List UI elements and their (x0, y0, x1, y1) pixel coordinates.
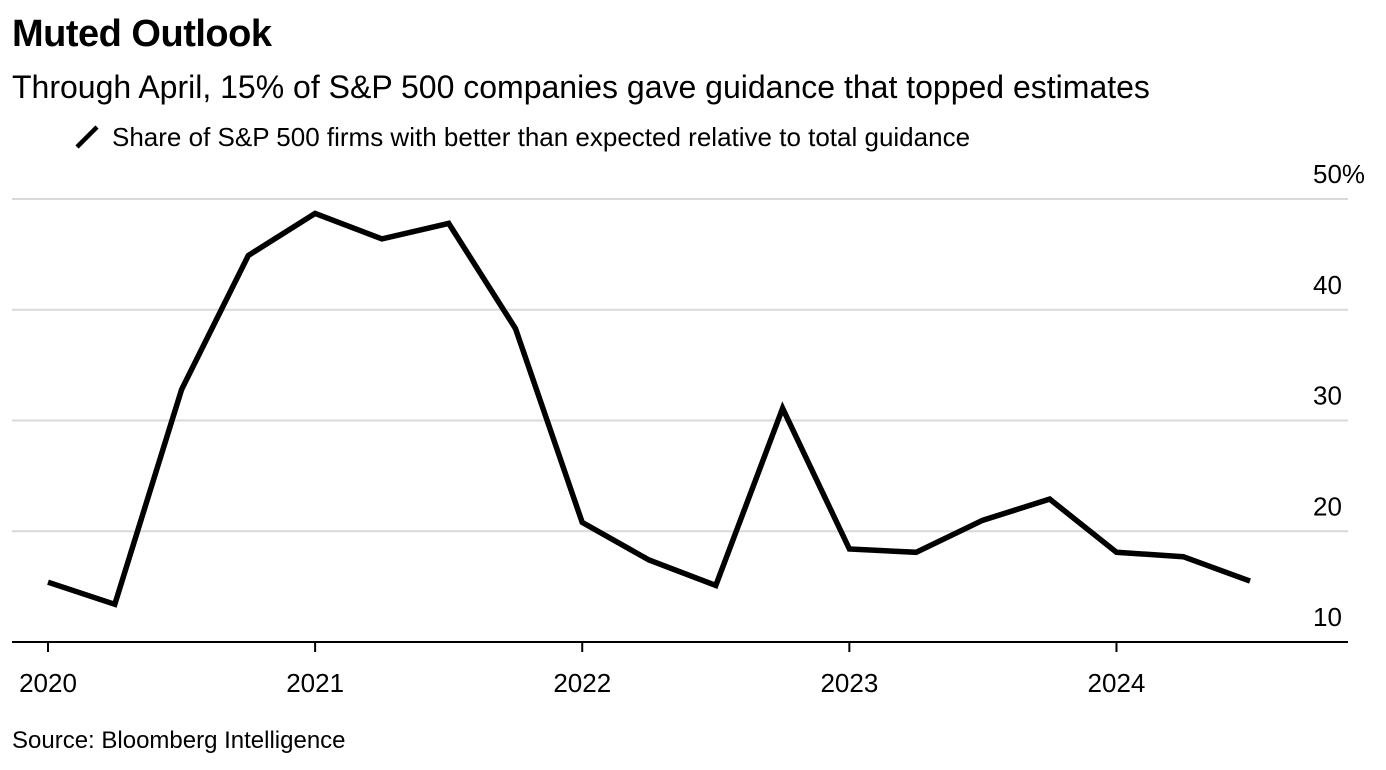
legend-line-icon (75, 125, 99, 149)
source-note: Source: Bloomberg Intelligence (12, 727, 346, 754)
y-tick-label: 40 (1313, 270, 1342, 300)
legend-label: Share of S&P 500 firms with better than … (112, 122, 971, 152)
series-line (47, 210, 1251, 608)
y-tick-label: 30 (1313, 381, 1342, 411)
chart-subtitle: Through April, 15% of S&P 500 companies … (12, 69, 1150, 105)
y-tick-label: 10 (1313, 602, 1342, 632)
y-tick-label: 20 (1313, 491, 1342, 521)
line-chart: 10 20 30 40 50% 2020 2021 2022 2023 2024 (12, 159, 1365, 698)
legend: Share of S&P 500 firms with better than … (74, 120, 970, 154)
x-tick-label: 2024 (1088, 668, 1146, 698)
y-tick-label: 50% (1313, 159, 1365, 189)
x-tick-label: 2023 (820, 668, 878, 698)
x-tick-label: 2021 (286, 668, 344, 698)
x-tick-label: 2020 (19, 668, 77, 698)
chart-title: Muted Outlook (12, 13, 272, 55)
x-tick-label: 2022 (553, 668, 611, 698)
